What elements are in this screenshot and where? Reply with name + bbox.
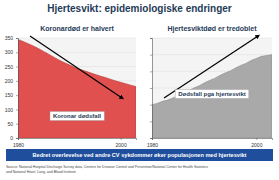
tick-mark [150, 55, 152, 56]
plot-background [152, 38, 272, 138]
axis-line [150, 39, 153, 139]
area [152, 55, 272, 138]
annotation: Koronar dødsfall [50, 112, 104, 121]
tick [150, 38, 152, 39]
tick-mark [16, 38, 18, 39]
tick-label: 350 [5, 35, 14, 41]
tick-mark [150, 88, 152, 89]
tick-label: 2000 [251, 142, 262, 148]
tick [150, 71, 152, 72]
tick-label: 0 [10, 135, 13, 141]
axis-line [16, 39, 19, 139]
tick: 50 [7, 121, 18, 127]
annotation-text: Dødsfall pga hjertesvikt [178, 91, 246, 97]
panel-title: Hjertesviktdød er tredoblet [167, 25, 257, 33]
tick [150, 88, 152, 89]
panel: Koronardød er halvert 0 50 100 150 200 250 300 3… [5, 25, 137, 148]
tick-label: 300 [5, 49, 14, 55]
area [18, 39, 136, 138]
chart-root: Hjertesvikt: epidemiologiske endringer Ko… [0, 0, 279, 180]
x-axis: 1980 2000 [13, 138, 137, 148]
grid-line [18, 38, 136, 39]
tick-mark [16, 95, 18, 96]
main-title: Hjertesvikt: epidemiologiske endringer [47, 3, 232, 14]
tick-mark [16, 67, 18, 68]
tick: 300 [5, 49, 18, 55]
tick-label: 250 [5, 64, 14, 70]
y-axis [150, 39, 153, 139]
annotation-box [50, 112, 104, 121]
tick: 350 [5, 35, 18, 41]
tick-label: 1980 [13, 142, 24, 148]
tick-mark [16, 109, 18, 110]
annotation-text: Koronar dødsfall [53, 113, 101, 119]
tick-mark [16, 138, 18, 139]
tick-mark [150, 121, 152, 122]
tick-mark [256, 138, 257, 140]
annotation: Dødsfall pga hjertesvikt [175, 90, 249, 99]
tick: 2000 [251, 138, 262, 148]
panel-title: Koronardød er halvert [40, 25, 114, 32]
panel: Hjertesviktdød er tredoblet 1980 2000 Dødsf… [147, 25, 273, 148]
plot-background [18, 38, 136, 138]
tick-mark [150, 138, 152, 139]
tick-label: 100 [5, 107, 14, 113]
tick-mark [121, 138, 122, 140]
tick: 2000 [116, 138, 127, 148]
tick [150, 55, 152, 56]
x-axis: 1980 2000 [147, 138, 273, 148]
tick-label: 2000 [116, 142, 127, 148]
tick-mark [150, 38, 152, 39]
footer-text: Bedret overlevelse ved andre CV sykdomme… [33, 152, 247, 158]
trend-arrow [30, 36, 122, 98]
grid-line [152, 54, 272, 55]
marks [152, 55, 272, 138]
tick: 100 [5, 107, 18, 113]
tick-label: 50 [7, 121, 13, 127]
source-text: Source: National Hospital Discharge Surv… [6, 165, 208, 169]
trend-arrow [164, 36, 258, 98]
axis-line [19, 139, 137, 141]
tick-mark [150, 71, 152, 72]
tick: 250 [5, 64, 18, 70]
source-text: and National Heart, Lung, and Blood Inst… [6, 170, 76, 174]
tick: 1980 [13, 138, 24, 148]
tick: 150 [5, 92, 18, 98]
annotation-box [175, 90, 249, 99]
tick-label: 200 [5, 78, 14, 84]
tick-mark [150, 105, 152, 106]
tick [150, 121, 152, 122]
tick-mark [16, 81, 18, 82]
tick [150, 105, 152, 106]
tick-mark [16, 124, 18, 125]
tick-label: 150 [5, 92, 14, 98]
tick-mark [18, 138, 19, 140]
tick: 200 [5, 78, 18, 84]
tick [150, 138, 152, 139]
tick-label: 1980 [147, 142, 158, 148]
tick: 0 [10, 135, 18, 141]
tick-mark [16, 52, 18, 53]
tick-mark [152, 138, 153, 140]
tick: 1980 [147, 138, 158, 148]
y-axis: 0 50 100 150 200 250 300 350 [5, 35, 19, 141]
footer-banner [6, 149, 273, 161]
axis-line [153, 139, 273, 141]
marks [18, 39, 136, 138]
